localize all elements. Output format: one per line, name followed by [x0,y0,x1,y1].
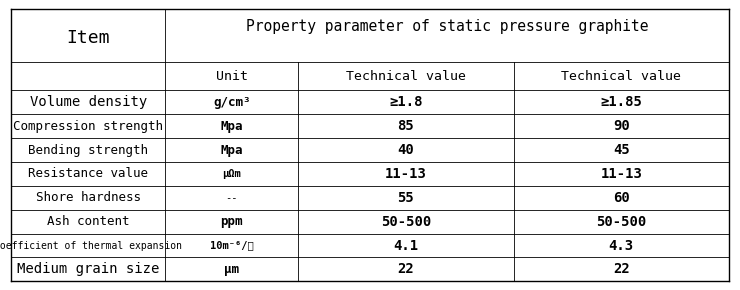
Text: --: -- [226,193,238,203]
Text: Bending strength: Bending strength [28,144,148,157]
Text: Unit: Unit [216,70,248,83]
Text: 22: 22 [397,262,414,276]
Text: 90: 90 [613,119,630,133]
Text: 45: 45 [613,143,630,157]
Text: μm: μm [224,263,239,276]
Text: 10m⁻⁶/℃: 10m⁻⁶/℃ [210,240,254,251]
Text: 11-13: 11-13 [600,167,642,181]
Text: 55: 55 [397,191,414,205]
Text: Volume density: Volume density [30,95,147,109]
Text: 50-500: 50-500 [596,215,646,229]
Text: 4.3: 4.3 [609,238,633,253]
Text: Coefficient of thermal expansion: Coefficient of thermal expansion [0,240,182,251]
Text: Mpa: Mpa [221,144,243,157]
Text: g/cm³: g/cm³ [213,96,251,109]
Text: Technical value: Technical value [346,70,466,83]
Text: 4.1: 4.1 [394,238,418,253]
Text: 11-13: 11-13 [385,167,427,181]
Text: 40: 40 [397,143,414,157]
Text: Mpa: Mpa [221,120,243,133]
Text: Ash content: Ash content [47,215,130,228]
Text: 85: 85 [397,119,414,133]
Text: μΩm: μΩm [223,169,241,179]
Text: Medium grain size: Medium grain size [17,262,159,276]
Text: Resistance value: Resistance value [28,167,148,180]
Text: Compression strength: Compression strength [13,120,164,133]
Text: 22: 22 [613,262,630,276]
Text: 50-500: 50-500 [381,215,431,229]
Text: Shore hardness: Shore hardness [36,191,141,204]
Text: ≥1.85: ≥1.85 [600,95,642,109]
Text: Property parameter of static pressure graphite: Property parameter of static pressure gr… [246,19,648,34]
Text: ≥1.8: ≥1.8 [389,95,423,109]
Text: 60: 60 [613,191,630,205]
Text: Item: Item [67,29,110,47]
Text: ppm: ppm [221,215,243,228]
Text: Technical value: Technical value [561,70,682,83]
